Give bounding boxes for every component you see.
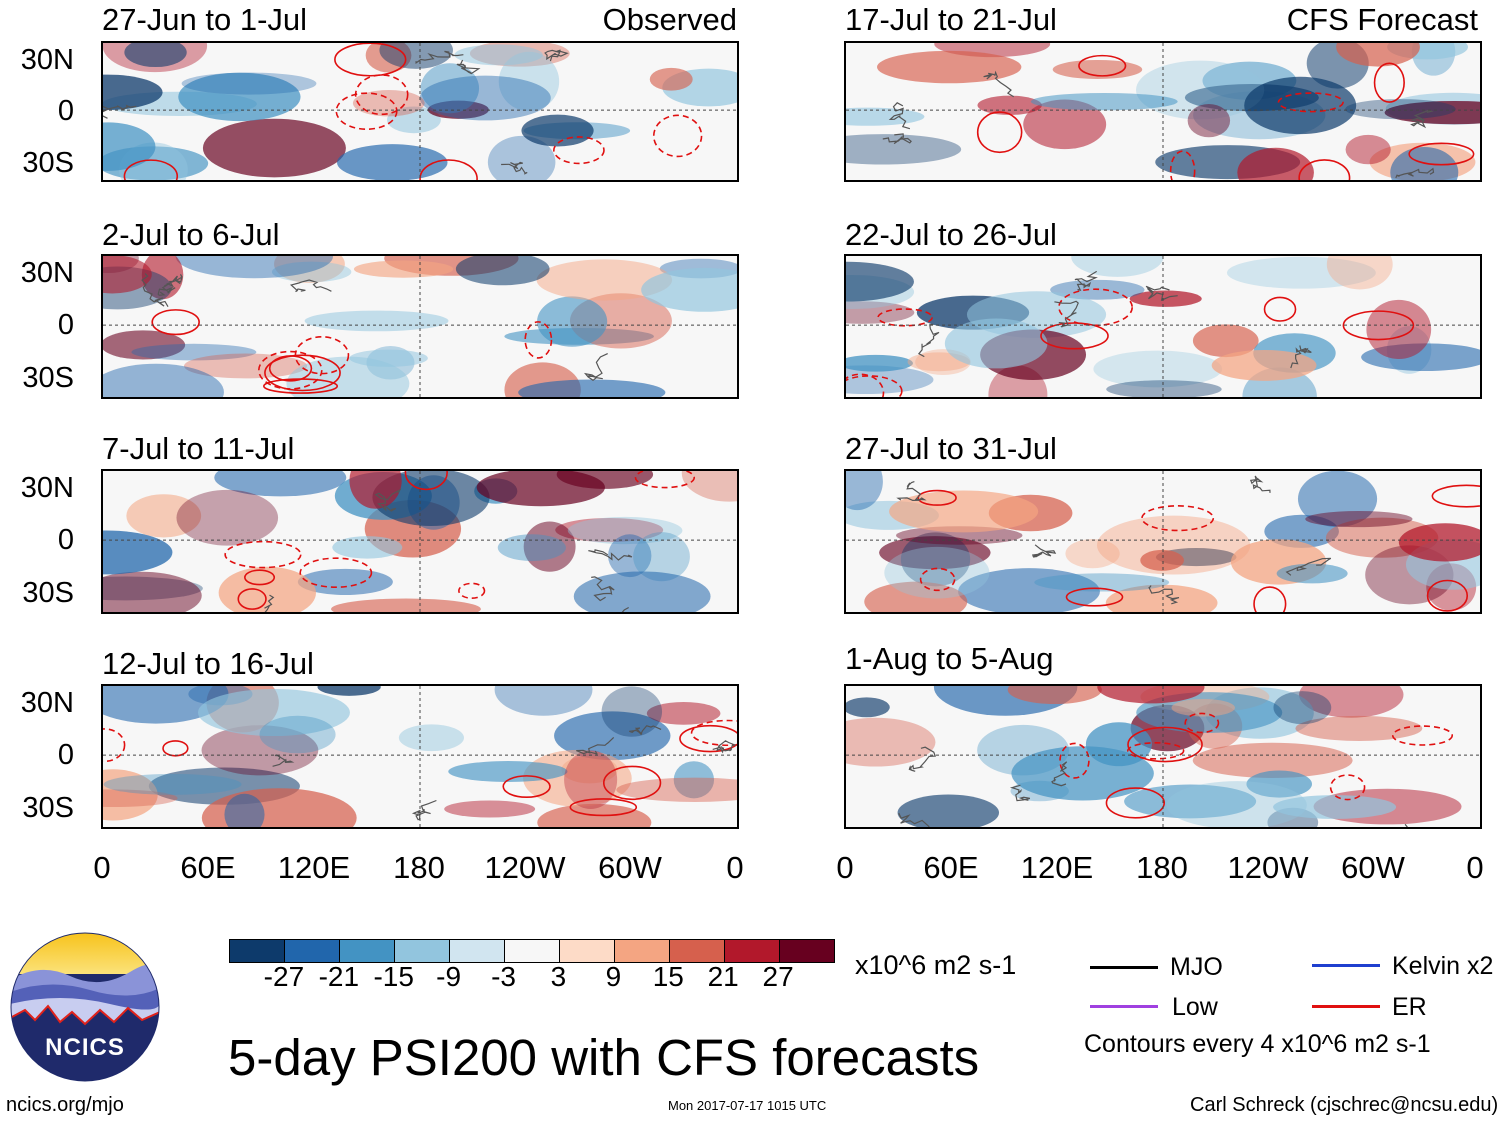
lon-label: 120W [1227,850,1309,885]
colorbar-swatch [230,940,285,962]
colorbar-swatch [780,940,834,962]
lon-label: 0 [836,850,854,885]
map-frame [844,41,1482,182]
legend-swatch-kelvin [1312,964,1380,967]
lat-label-eq: 0 [57,95,74,127]
lat-label-30n: 30N [20,472,74,504]
panel-tag: CFS Forecast [1286,2,1478,37]
lon-label: 60W [598,850,662,885]
map-frame [844,684,1482,829]
legend-swatch-low [1090,1005,1158,1008]
legend-swatch-mjo [1090,966,1158,969]
colorbar-tick-label: 21 [707,961,739,992]
lon-label: 0 [93,850,111,885]
colorbar-swatch [615,940,670,962]
footer-author: Carl Schreck (cjschrec@ncsu.edu) [1190,1094,1499,1116]
colorbar-tick-label: -9 [436,961,462,992]
colorbar [229,939,835,963]
lon-label: 180 [1136,850,1188,885]
lon-label: 0 [726,850,744,885]
panel-title: 22-Jul to 26-Jul [845,217,1057,252]
lat-label-30s: 30S [22,792,74,824]
colorbar-tick-label: 15 [652,961,684,992]
map-frame [101,41,739,182]
lat-label-30n: 30N [20,44,74,76]
legend-label-low: Low [1172,993,1218,1021]
lat-label-30s: 30S [22,362,74,394]
panel-title: 7-Jul to 11-Jul [102,431,295,466]
map-frame [101,254,739,399]
colorbar-swatch [505,940,560,962]
map-frame [101,684,739,829]
map-frame [844,469,1482,614]
panel-tag: Observed [602,2,737,37]
colorbar-units: x10^6 m2 s-1 [855,950,1017,980]
colorbar-tick-label: 3 [550,961,567,992]
panel-title: 2-Jul to 6-Jul [102,217,280,252]
colorbar-swatch [285,940,340,962]
lon-label: 60E [923,850,979,885]
lat-label-eq: 0 [57,739,74,771]
logo-text: NCICS [45,1034,125,1061]
ncics-logo: NCICS [10,932,160,1082]
map-frame [101,469,739,614]
map-frame [844,254,1482,399]
lat-label-30n: 30N [20,687,74,719]
colorbar-tick-label: 27 [762,961,794,992]
legend-note: Contours every 4 x10^6 m2 s-1 [1084,1030,1431,1058]
colorbar-tick-label: 9 [605,961,622,992]
colorbar-swatch [395,940,450,962]
footer-timestamp: Mon 2017-07-17 1015 UTC [668,1098,827,1113]
lon-label: 60W [1341,850,1405,885]
main-title: 5-day PSI200 with CFS forecasts [228,1029,980,1086]
lon-label: 120W [484,850,566,885]
colorbar-tick-label: -3 [491,961,516,992]
panel-title: 27-Jun to 1-Jul [102,2,308,37]
panel-title: 17-Jul to 21-Jul [845,2,1057,37]
lon-label: 180 [393,850,445,885]
colorbar-swatch [450,940,505,962]
lon-label: 120E [277,850,351,885]
colorbar-swatch [340,940,395,962]
legend-label-er: ER [1392,993,1427,1021]
colorbar-swatch [670,940,725,962]
colorbar-swatch [725,940,780,962]
legend-label-mjo: MJO [1170,953,1223,981]
lat-label-30s: 30S [22,577,74,609]
colorbar-swatch [560,940,615,962]
lon-label: 0 [1466,850,1484,885]
lon-label: 120E [1020,850,1094,885]
panel-title: 12-Jul to 16-Jul [102,646,314,681]
panel-title: 1-Aug to 5-Aug [845,641,1054,676]
panel-title: 27-Jul to 31-Jul [845,431,1057,466]
lat-label-eq: 0 [57,524,74,556]
colorbar-tick-label: -21 [318,961,360,992]
colorbar-tick-label: -15 [373,961,414,992]
lat-label-30s: 30S [22,147,74,179]
legend-swatch-er [1312,1005,1380,1008]
legend-label-kelvin: Kelvin x2 [1392,952,1494,980]
lat-label-eq: 0 [57,309,74,341]
colorbar-tick-label: -27 [263,961,305,992]
lon-label: 60E [180,850,236,885]
footer-url[interactable]: ncics.org/mjo [6,1094,124,1116]
lat-label-30n: 30N [20,257,74,289]
